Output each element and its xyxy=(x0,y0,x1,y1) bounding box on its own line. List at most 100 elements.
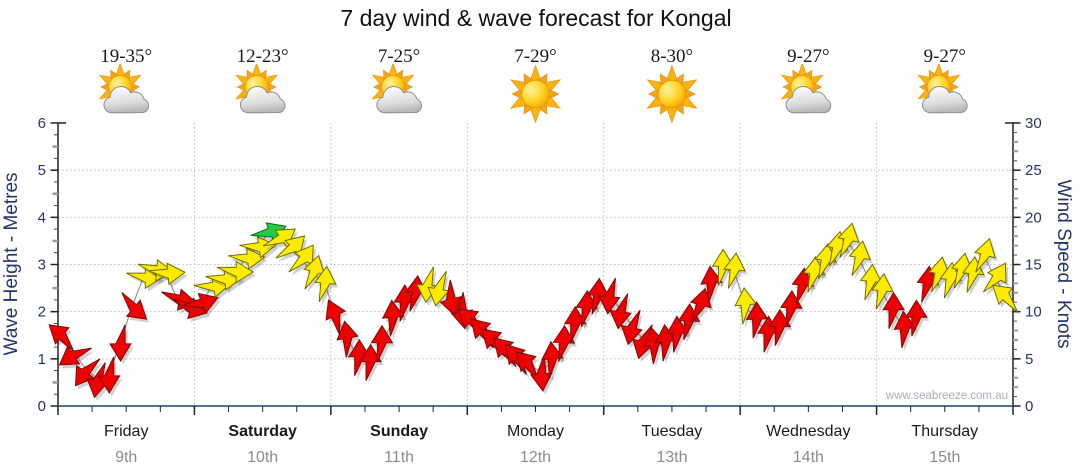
right-tick-label: 25 xyxy=(1025,162,1042,179)
temperature-range: 9-27° xyxy=(787,46,829,67)
left-tick-label: 1 xyxy=(38,351,46,368)
wind-arrow-glyph xyxy=(288,244,314,273)
wind-arrow-glyph xyxy=(48,324,75,352)
wind-arrow-glyph xyxy=(515,351,540,382)
wind-arrow xyxy=(313,265,339,306)
wind-arrow xyxy=(48,324,77,356)
wind-arrow xyxy=(121,292,149,323)
wind-arrow xyxy=(74,358,103,390)
wind-arrow xyxy=(58,345,95,369)
wind-arrow xyxy=(871,272,896,313)
day-name-label: Wednesday xyxy=(766,423,850,440)
wind-arrow xyxy=(427,270,452,310)
wind-arrow-glyph xyxy=(393,284,417,322)
day-name-label: Friday xyxy=(104,423,148,440)
wind-arrow-glyph xyxy=(336,320,359,358)
wind-arrow-glyph xyxy=(239,236,277,259)
sun-cloud-icon xyxy=(96,64,150,114)
wind-arrow xyxy=(336,320,361,362)
sun-cloud-icon xyxy=(233,64,286,114)
wind-arrow-glyph xyxy=(370,324,394,362)
wind-arrow xyxy=(370,324,395,366)
wind-arrow xyxy=(992,284,1020,316)
day-forecast-header: 7-29° xyxy=(507,46,564,123)
wind-arrow xyxy=(609,293,634,333)
wind-arrow xyxy=(288,244,316,276)
chart-title: 7 day wind & wave forecast for Kongal xyxy=(340,5,731,31)
day-date-label: 9th xyxy=(115,449,137,466)
wind-arrow xyxy=(529,354,555,395)
right-tick-label: 30 xyxy=(1025,115,1042,132)
day-forecast-header: 9-27° xyxy=(779,46,832,114)
wind-arrow-glyph xyxy=(916,265,940,303)
wind-arrow xyxy=(982,262,1009,296)
wind-arrow xyxy=(734,287,759,328)
wind-arrow-glyph xyxy=(745,301,769,339)
wind-arrow xyxy=(745,301,771,342)
day-date-label: 14th xyxy=(793,449,824,466)
wind-arrow xyxy=(109,324,134,365)
gridlines xyxy=(58,123,1013,406)
wind-arrow-glyph xyxy=(768,308,792,346)
day-name-label: Thursday xyxy=(911,423,978,440)
wind-arrow-glyph xyxy=(182,292,219,315)
wind-arrow-glyph xyxy=(609,293,632,330)
wind-arrow xyxy=(837,222,862,262)
day-name-label: Saturday xyxy=(228,423,297,440)
wind-arrow-glyph xyxy=(529,354,553,392)
wind-arrow-glyph xyxy=(359,343,382,381)
wind-arrow-glyph xyxy=(859,263,883,301)
wind-arrow-glyph xyxy=(882,291,905,329)
wind-arrow-glyph xyxy=(893,310,917,349)
wind-arrow-glyph xyxy=(563,305,587,344)
wind-arrow xyxy=(848,240,873,280)
wind-arrow-glyph xyxy=(427,270,450,307)
wind-arrow-glyph xyxy=(313,265,337,303)
wind-arrow-glyph xyxy=(734,287,758,325)
wind-arrow xyxy=(643,326,668,368)
wind-arrow xyxy=(973,237,998,276)
temperature-range: 9-27° xyxy=(924,46,966,67)
wind-arrow xyxy=(97,356,123,397)
wind-arrow-glyph xyxy=(228,247,266,271)
wind-arrow xyxy=(859,263,885,304)
day-forecast-header: 19-35° xyxy=(96,46,152,114)
wind-arrow-glyph xyxy=(848,240,871,277)
day-forecast-headers: 19-35° 12-23° 7-25° 7-29° 8-30° 9-27° 9-27° xyxy=(96,46,968,123)
wind-arrow xyxy=(597,277,623,318)
day-date-label: 12th xyxy=(520,449,551,466)
wind-series xyxy=(48,222,1020,401)
right-axis-title: Wind Speed - Knots xyxy=(1053,180,1074,349)
day-date-label: 10th xyxy=(247,449,278,466)
right-tick-label: 20 xyxy=(1025,209,1042,226)
left-tick-label: 3 xyxy=(38,257,46,274)
wind-arrow-glyph xyxy=(325,299,347,335)
left-tick-label: 4 xyxy=(38,209,46,226)
watermark: www.seabreeze.com.au xyxy=(885,390,1008,402)
temperature-range: 12-23° xyxy=(237,46,289,67)
wind-arrow xyxy=(905,299,930,340)
wind-arrow-glyph xyxy=(973,237,996,273)
wind-arrow-glyph xyxy=(109,324,132,362)
left-tick-label: 2 xyxy=(38,304,46,321)
wind-arrow-glyph xyxy=(416,266,439,304)
left-tick-label: 6 xyxy=(38,115,46,132)
wind-arrow-glyph xyxy=(620,309,643,346)
wind-arrow-glyph xyxy=(58,345,92,366)
right-tick-label: 5 xyxy=(1025,351,1033,368)
axes: 0 1 2 3 4 5 6 0 5 10 15 20 25 30 xyxy=(38,115,1042,415)
wind-arrow-glyph xyxy=(121,292,148,320)
day-forecast-header: 8-30° xyxy=(644,46,700,123)
left-tick-label: 5 xyxy=(38,162,46,179)
wind-arrow xyxy=(325,299,348,339)
wind-arrow xyxy=(148,262,188,288)
temperature-range: 7-29° xyxy=(514,46,556,67)
day-name-label: Monday xyxy=(507,423,564,440)
wind-arrow xyxy=(182,292,221,317)
wind-arrow xyxy=(239,236,279,262)
wind-arrow-glyph xyxy=(552,324,576,362)
wind-arrow-glyph xyxy=(303,254,326,290)
wind-arrow xyxy=(228,247,268,273)
